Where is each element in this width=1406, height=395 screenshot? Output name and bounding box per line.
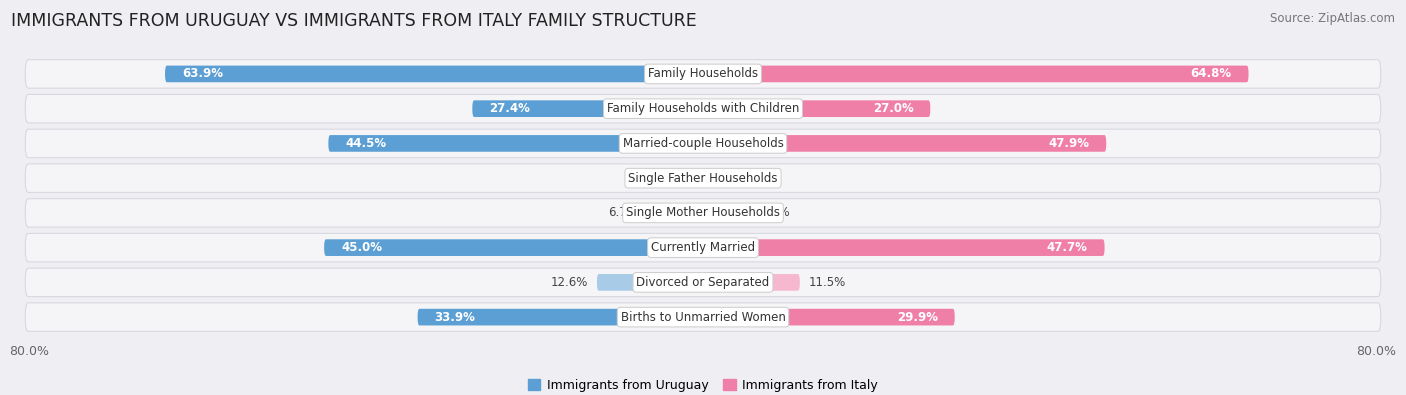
Text: 44.5%: 44.5% xyxy=(346,137,387,150)
Text: 6.7%: 6.7% xyxy=(609,207,638,219)
Text: IMMIGRANTS FROM URUGUAY VS IMMIGRANTS FROM ITALY FAMILY STRUCTURE: IMMIGRANTS FROM URUGUAY VS IMMIGRANTS FR… xyxy=(11,12,697,30)
Text: 2.4%: 2.4% xyxy=(644,172,675,184)
FancyBboxPatch shape xyxy=(703,274,800,291)
Text: Divorced or Separated: Divorced or Separated xyxy=(637,276,769,289)
FancyBboxPatch shape xyxy=(703,309,955,325)
FancyBboxPatch shape xyxy=(25,233,1381,262)
FancyBboxPatch shape xyxy=(703,205,752,221)
FancyBboxPatch shape xyxy=(165,66,703,82)
FancyBboxPatch shape xyxy=(703,135,1107,152)
Text: 12.6%: 12.6% xyxy=(551,276,589,289)
Text: 27.0%: 27.0% xyxy=(873,102,914,115)
Text: Family Households with Children: Family Households with Children xyxy=(607,102,799,115)
FancyBboxPatch shape xyxy=(25,129,1381,158)
Text: 45.0%: 45.0% xyxy=(342,241,382,254)
Text: 29.9%: 29.9% xyxy=(897,310,938,324)
FancyBboxPatch shape xyxy=(25,268,1381,297)
FancyBboxPatch shape xyxy=(325,239,703,256)
Legend: Immigrants from Uruguay, Immigrants from Italy: Immigrants from Uruguay, Immigrants from… xyxy=(523,374,883,395)
FancyBboxPatch shape xyxy=(598,274,703,291)
Text: 47.9%: 47.9% xyxy=(1049,137,1090,150)
FancyBboxPatch shape xyxy=(25,94,1381,123)
Text: 27.4%: 27.4% xyxy=(489,102,530,115)
FancyBboxPatch shape xyxy=(703,239,1105,256)
FancyBboxPatch shape xyxy=(25,303,1381,331)
FancyBboxPatch shape xyxy=(25,164,1381,192)
Text: 33.9%: 33.9% xyxy=(434,310,475,324)
Text: 47.7%: 47.7% xyxy=(1047,241,1088,254)
Text: 5.8%: 5.8% xyxy=(761,207,790,219)
FancyBboxPatch shape xyxy=(329,135,703,152)
FancyBboxPatch shape xyxy=(703,170,721,186)
Text: 11.5%: 11.5% xyxy=(808,276,845,289)
Text: Single Father Households: Single Father Households xyxy=(628,172,778,184)
Text: Source: ZipAtlas.com: Source: ZipAtlas.com xyxy=(1270,12,1395,25)
FancyBboxPatch shape xyxy=(703,66,1249,82)
Text: Currently Married: Currently Married xyxy=(651,241,755,254)
Text: Married-couple Households: Married-couple Households xyxy=(623,137,783,150)
FancyBboxPatch shape xyxy=(683,170,703,186)
Text: Births to Unmarried Women: Births to Unmarried Women xyxy=(620,310,786,324)
FancyBboxPatch shape xyxy=(25,60,1381,88)
FancyBboxPatch shape xyxy=(703,100,931,117)
FancyBboxPatch shape xyxy=(472,100,703,117)
FancyBboxPatch shape xyxy=(418,309,703,325)
FancyBboxPatch shape xyxy=(25,199,1381,227)
Text: 63.9%: 63.9% xyxy=(181,68,224,81)
Text: 2.1%: 2.1% xyxy=(730,172,759,184)
FancyBboxPatch shape xyxy=(647,205,703,221)
Text: 64.8%: 64.8% xyxy=(1191,68,1232,81)
Text: Family Households: Family Households xyxy=(648,68,758,81)
Text: Single Mother Households: Single Mother Households xyxy=(626,207,780,219)
